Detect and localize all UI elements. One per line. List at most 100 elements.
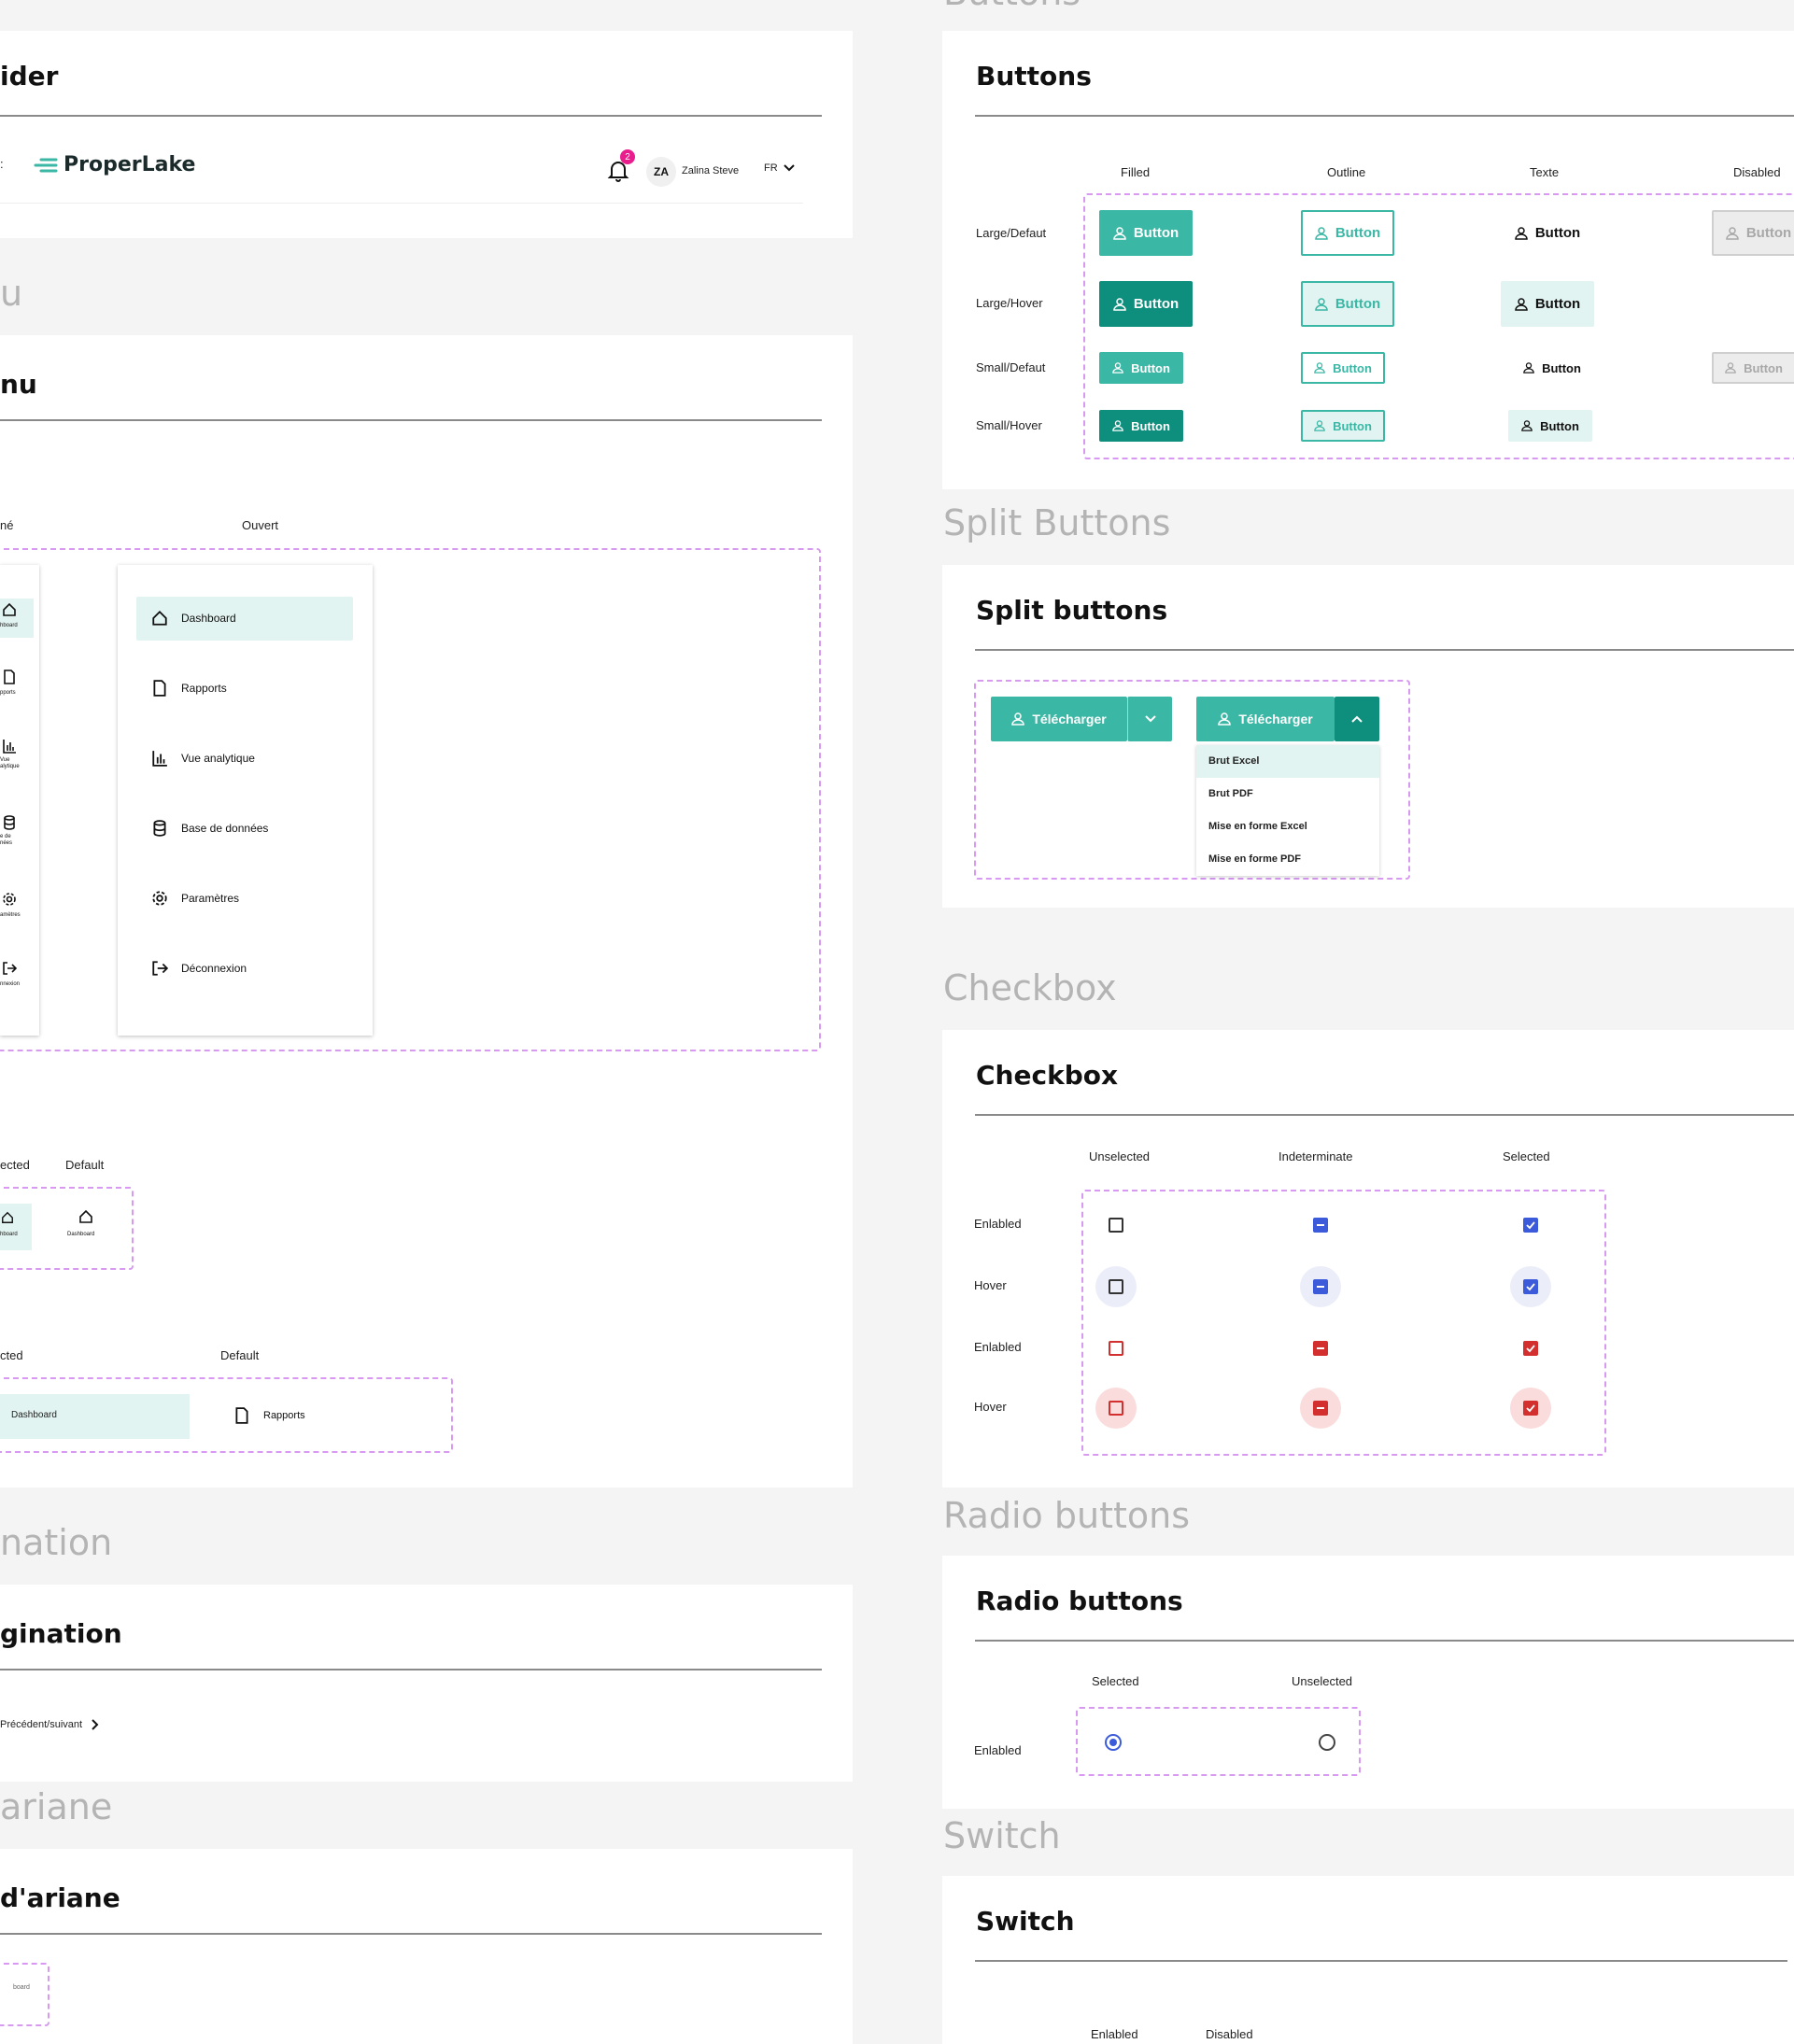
collapsed-item-label: e de nées [0,834,13,846]
button-filled-small[interactable]: Button [1099,352,1183,384]
button-label: Button [1333,418,1372,433]
breadcrumb-item[interactable]: board [13,1984,30,1991]
notification-button[interactable]: 2 [607,149,635,182]
collapsed-item-settings[interactable]: amètres [0,892,34,929]
menu-item-analytics[interactable]: Vue analytique [151,750,255,767]
checkbox-error-unselected-hover[interactable] [1109,1401,1123,1416]
collapsed-item-analytics[interactable]: Vue alytique [0,739,34,783]
split-dropdown-toggle[interactable] [1127,697,1172,741]
header-card-title: ider [0,61,59,92]
split-main-button[interactable]: Télécharger [1196,697,1335,741]
document-icon [153,680,166,697]
checkbox-error-indeterminate-hover[interactable] [1313,1401,1328,1416]
dropdown-option[interactable]: Brut PDF [1196,778,1379,811]
collapsed-item-dashboard[interactable]: hboard [0,599,34,638]
large-item-selected[interactable]: Dashboard [0,1394,190,1439]
divider [0,419,822,421]
pagination-card-title: gination [0,1618,122,1649]
col-enabled: Enlabled [1091,2027,1138,2041]
dropdown-option-label: Brut PDF [1208,788,1253,799]
radio-selected[interactable] [1105,1734,1122,1751]
chevron-down-icon [783,164,795,172]
button-text-small[interactable]: Button [1510,352,1594,384]
checkbox-indeterminate-hover[interactable] [1313,1279,1328,1294]
collapsed-item-database[interactable]: e de nées [0,815,34,856]
avatar[interactable]: ZA [646,157,676,187]
split-dropdown-toggle[interactable] [1335,697,1379,741]
user-icon [1113,297,1126,311]
button-outline-large[interactable]: Button [1301,210,1394,256]
large-item-default[interactable]: Rapports [233,1407,305,1424]
menu-item-database[interactable]: Base de données [151,820,268,837]
button-disabled-small: Button [1712,352,1794,384]
small-item-default[interactable]: Dashboard [64,1204,108,1250]
checkbox-error-selected[interactable] [1523,1341,1538,1356]
menu-item-label: Base de données [181,822,269,835]
checkbox-error-unselected[interactable] [1109,1341,1123,1356]
button-label: Button [1540,418,1579,433]
button-outline-large-hover[interactable]: Button [1301,281,1394,327]
dropdown-option[interactable]: Mise en forme Excel [1196,811,1379,843]
logo[interactable]: ProperLake [34,153,195,176]
button-outline-small-hover[interactable]: Button [1301,410,1385,442]
button-text-large-hover[interactable]: Button [1501,281,1594,327]
col-outline: Outline [1327,165,1366,179]
checkbox-error-indeterminate[interactable] [1313,1341,1328,1356]
radio-card: Radio buttons Selected Unselected Enlabl… [942,1556,1794,1809]
button-filled-large-hover[interactable]: Button [1099,281,1193,327]
dropdown-option[interactable]: Mise en forme PDF [1196,843,1379,876]
check-icon [1526,1283,1535,1291]
dropdown-option-label: Mise en forme Excel [1208,821,1307,832]
user-icon [1726,226,1739,240]
buttons-card: Buttons Filled Outline Texte Disabled La… [942,31,1794,489]
menu-item-rapports[interactable]: Rapports [151,680,227,697]
menu-item-label: Dashboard [181,612,236,625]
chevron-up-icon [1351,715,1363,723]
button-label: Button [1131,360,1170,375]
checkbox-selected[interactable] [1523,1218,1538,1233]
collapsed-item-rapports[interactable]: pports [0,670,34,707]
chevron-down-icon [1144,715,1156,723]
user-icon [1314,420,1325,431]
checkbox-indeterminate[interactable] [1313,1218,1328,1233]
menu-item-logout[interactable]: Déconnexion [151,960,247,977]
menu-item-settings[interactable]: Paramètres [151,890,239,907]
checkbox-error-selected-hover[interactable] [1523,1401,1538,1416]
notification-badge: 2 [620,149,635,164]
collapsed-item-label: Vue alytique [0,757,20,769]
col-indeterminate: Indeterminate [1278,1149,1353,1163]
label-selected: ected [0,1158,30,1172]
user-name[interactable]: Zalina Steve [682,165,740,176]
radio-unselected[interactable] [1319,1734,1335,1751]
dropdown-option[interactable]: Brut Excel [1196,745,1379,778]
button-outline-small[interactable]: Button [1301,352,1385,384]
checkbox-selected-hover[interactable] [1523,1279,1538,1294]
pagination-next[interactable]: Précédent/suivant [0,1719,99,1730]
button-text-small-hover[interactable]: Button [1508,410,1592,442]
checkbox-unselected-hover[interactable] [1109,1279,1123,1294]
col-texte: Texte [1530,165,1560,179]
label-selected: cted [0,1348,23,1362]
split-main-button[interactable]: Télécharger [991,697,1127,741]
label-open: Ouvert [242,518,279,532]
menu-item-dashboard[interactable]: Dashboard [151,610,236,627]
checkbox-unselected[interactable] [1109,1218,1123,1233]
pagination-card: gination Précédent/suivant [0,1585,853,1782]
dash-mark-icon [1317,1224,1324,1226]
button-filled-small-hover[interactable]: Button [1099,410,1183,442]
button-filled-large[interactable]: Button [1099,210,1193,256]
button-text-large[interactable]: Button [1501,210,1594,256]
button-label: Button [1133,225,1180,241]
user-icon [1515,297,1528,311]
radio-frame [1076,1707,1361,1776]
collapsed-item-label: hboard [0,623,18,628]
switch-section-title: Switch [943,1815,1061,1856]
col-unselected: Unselected [1292,1674,1353,1688]
row-large-hover: Large/Hover [976,296,1043,310]
small-item-selected[interactable]: hboard [0,1204,32,1250]
dash-mark-icon [1317,1347,1324,1349]
language-select[interactable]: FR [764,162,795,174]
row-large-default: Large/Defaut [976,226,1047,240]
collapsed-item-logout[interactable]: nnexion [0,961,34,998]
breadcrumb-card-title: d'ariane [0,1882,120,1913]
